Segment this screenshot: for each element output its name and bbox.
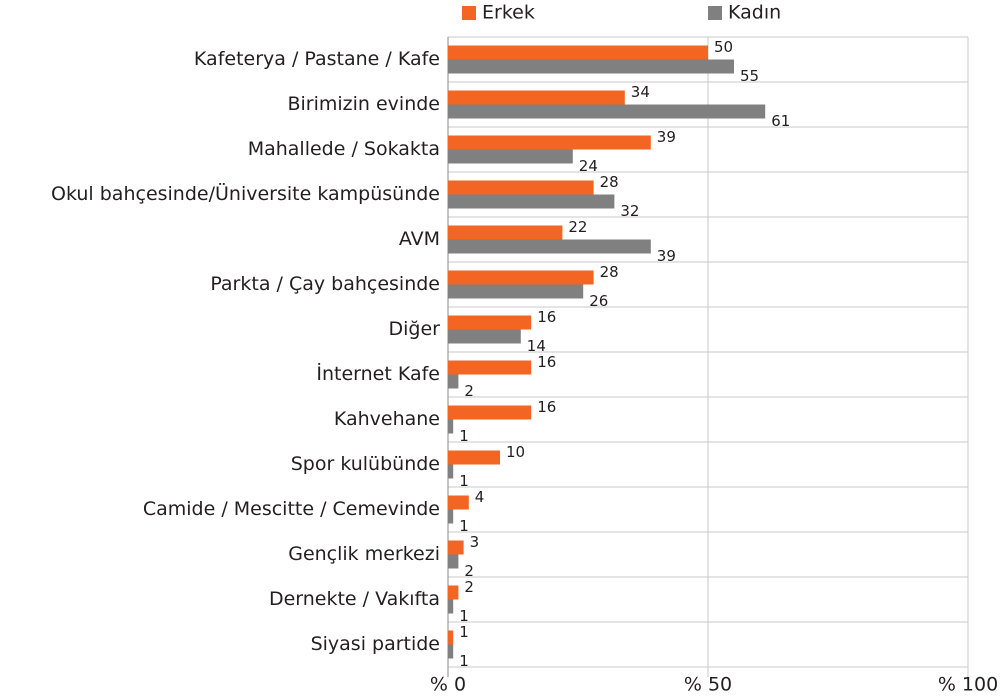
bar <box>448 59 734 74</box>
bar <box>448 495 469 510</box>
value-label: 55 <box>740 67 759 85</box>
value-label: 16 <box>537 398 556 416</box>
y-tick-label: Kahvehane <box>334 408 440 430</box>
legend-label: Erkek <box>482 2 535 24</box>
value-label: 16 <box>537 353 556 371</box>
y-tick-label: Birimizin evinde <box>287 93 440 115</box>
bar <box>448 135 651 150</box>
bar <box>448 90 625 105</box>
y-tick-label: Kafeterya / Pastane / Kafe <box>194 48 440 70</box>
value-label: 1 <box>459 517 469 535</box>
value-label: 2 <box>464 578 474 596</box>
value-label: 61 <box>771 112 790 130</box>
value-label: 1 <box>459 472 469 490</box>
bar <box>448 329 521 344</box>
bar <box>448 225 563 240</box>
value-label: 1 <box>459 623 469 641</box>
y-tick-label: Okul bahçesinde/Üniversite kampüsünde <box>51 182 440 205</box>
value-label: 1 <box>459 427 469 445</box>
legend-label: Kadın <box>728 2 781 24</box>
y-tick-label: Parkta / Çay bahçesinde <box>210 273 440 295</box>
value-label: 28 <box>600 173 619 191</box>
bar <box>448 194 615 209</box>
y-tick-label: AVM <box>399 228 440 250</box>
value-label: 39 <box>657 128 676 146</box>
bar <box>448 630 454 645</box>
x-tick-label: % 0 <box>430 674 466 696</box>
value-label: 22 <box>568 218 587 236</box>
y-tick-label: İnternet Kafe <box>316 362 440 385</box>
x-tick-label: % 100 <box>938 674 998 696</box>
bar <box>448 554 459 569</box>
y-tick-label: Spor kulübünde <box>291 453 440 475</box>
value-label: 24 <box>579 157 598 175</box>
value-label: 34 <box>631 83 650 101</box>
legend-swatch <box>708 6 722 20</box>
bar <box>448 405 532 420</box>
value-label: 16 <box>537 308 556 326</box>
y-tick-label: Diğer <box>389 318 441 340</box>
bar <box>448 644 454 659</box>
value-label: 2 <box>464 382 474 400</box>
value-label: 50 <box>714 38 733 56</box>
value-label: 3 <box>470 533 480 551</box>
x-tick-label: % 50 <box>684 674 732 696</box>
y-tick-label: Dernekte / Vakıfta <box>269 588 440 610</box>
legend-swatch <box>462 6 476 20</box>
bar <box>448 450 500 465</box>
y-tick-label: Gençlik merkezi <box>288 543 440 565</box>
y-tick-label: Camide / Mescitte / Cemevinde <box>143 498 440 520</box>
bar <box>448 180 594 195</box>
value-label: 26 <box>589 292 608 310</box>
value-label: 4 <box>475 488 485 506</box>
value-label: 39 <box>657 247 676 265</box>
bar <box>448 374 459 389</box>
value-label: 1 <box>459 652 469 670</box>
bar <box>448 360 532 375</box>
bar <box>448 270 594 285</box>
y-tick-label: Mahallede / Sokakta <box>248 138 440 160</box>
bar <box>448 585 459 600</box>
value-label: 14 <box>527 337 546 355</box>
bar <box>448 45 708 60</box>
bar <box>448 284 584 299</box>
value-label: 2 <box>464 562 474 580</box>
bar <box>448 540 464 555</box>
bar <box>448 239 651 254</box>
value-label: 28 <box>600 263 619 281</box>
bar <box>448 509 454 524</box>
bar <box>448 315 532 330</box>
bar <box>448 104 766 119</box>
bar <box>448 419 454 434</box>
value-label: 1 <box>459 607 469 625</box>
bar <box>448 599 454 614</box>
bar <box>448 464 454 479</box>
value-label: 32 <box>620 202 639 220</box>
value-label: 10 <box>506 443 525 461</box>
y-tick-label: Siyasi partide <box>311 633 440 655</box>
bar <box>448 149 573 164</box>
